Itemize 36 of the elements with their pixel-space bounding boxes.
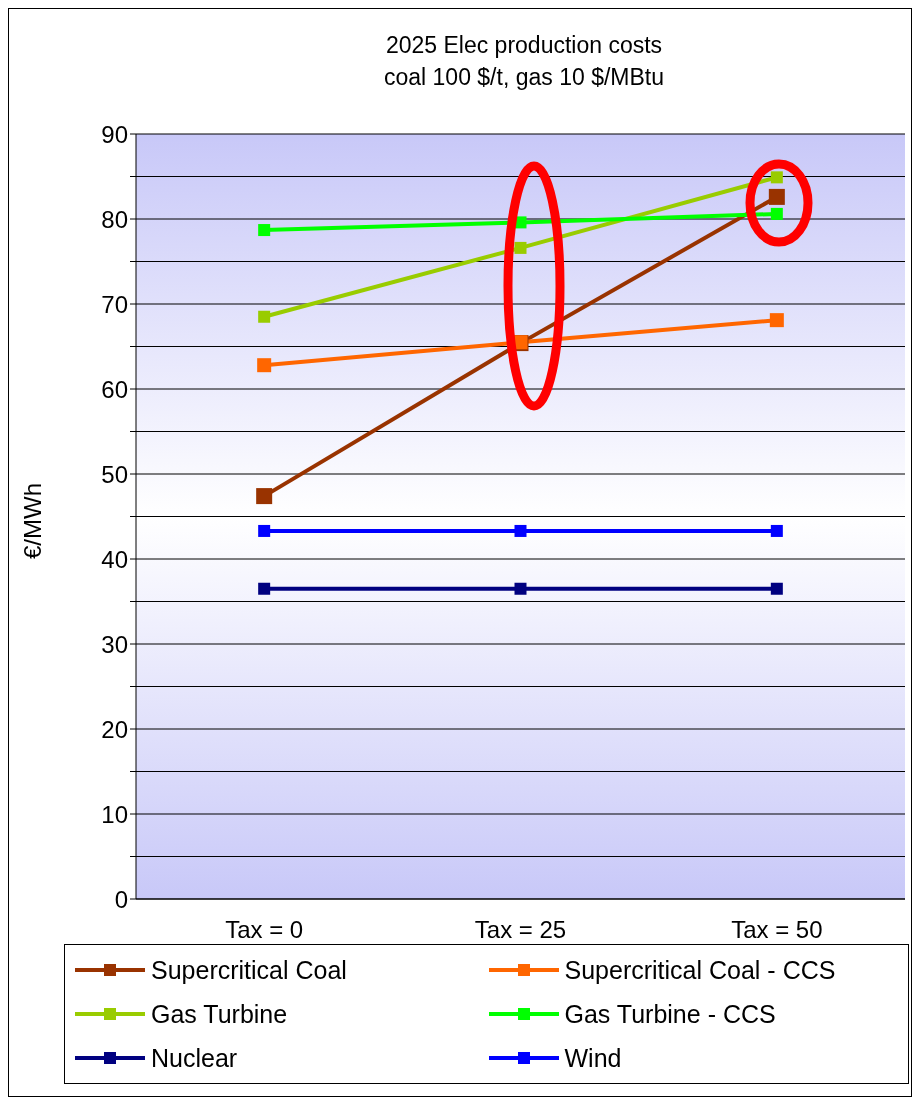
legend-label: Gas Turbine - CCS bbox=[564, 999, 776, 1029]
point bbox=[770, 171, 783, 184]
point bbox=[258, 524, 271, 537]
y-tick-label: 40 bbox=[101, 545, 128, 573]
y-tick-label: 30 bbox=[101, 630, 128, 658]
point bbox=[770, 207, 783, 220]
point bbox=[258, 310, 271, 323]
x-tick-label: Tax = 25 bbox=[474, 916, 567, 944]
legend-label: Wind bbox=[564, 1043, 622, 1073]
y-tick-label: 60 bbox=[101, 375, 128, 403]
y-tick-label: 80 bbox=[101, 205, 128, 233]
legend-label: Supercritical Coal bbox=[151, 955, 347, 985]
point bbox=[258, 582, 271, 595]
point bbox=[770, 524, 783, 537]
x-tick-label: Tax = 50 bbox=[731, 916, 823, 944]
y-tick-label: 20 bbox=[101, 715, 128, 743]
point bbox=[770, 582, 783, 595]
point bbox=[514, 582, 527, 595]
y-tick-label: 50 bbox=[101, 460, 128, 488]
point bbox=[514, 241, 527, 254]
y-tick-label: 70 bbox=[101, 290, 128, 318]
point bbox=[256, 488, 273, 505]
point bbox=[769, 313, 784, 328]
legend-label: Nuclear bbox=[151, 1043, 238, 1073]
chart-title: 2025 Elec production costs coal 100 $/t, gas 10 $/MBtu bbox=[383, 31, 665, 92]
point bbox=[514, 524, 527, 537]
point bbox=[258, 224, 271, 237]
y-tick-label: 90 bbox=[101, 120, 128, 148]
y-tick-label: 10 bbox=[101, 800, 128, 828]
y-axis-title: €/MWh bbox=[19, 482, 47, 559]
legend-label: Supercritical Coal - CCS bbox=[564, 955, 836, 985]
y-tick-label: 0 bbox=[114, 885, 128, 913]
legend-label: Gas Turbine bbox=[151, 999, 288, 1029]
point bbox=[768, 188, 785, 205]
x-tick-label: Tax = 0 bbox=[225, 916, 304, 944]
point bbox=[257, 358, 272, 373]
